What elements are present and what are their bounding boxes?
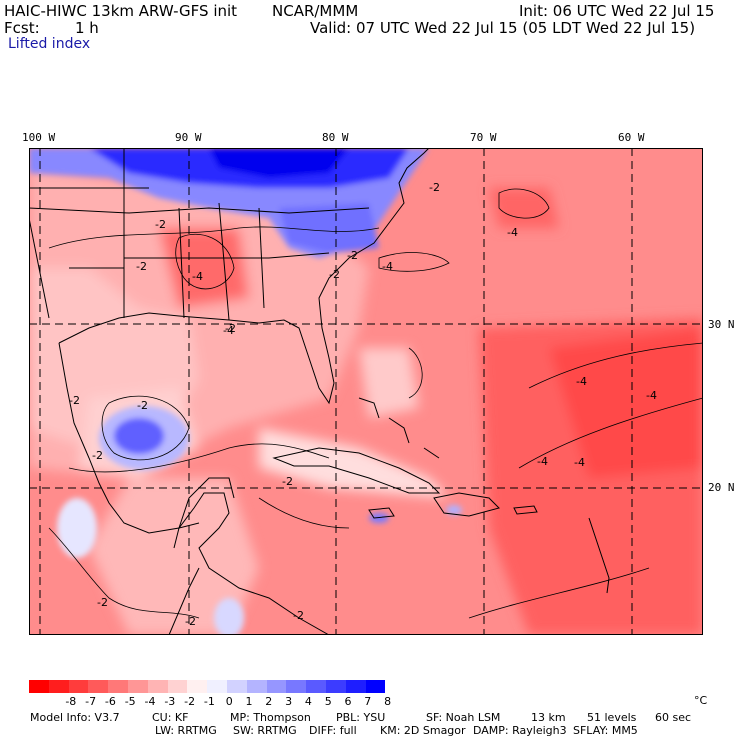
lon-label-70w: 70 W	[470, 131, 497, 144]
contour-label: -4	[574, 456, 585, 469]
colorbar-tick-label: 1	[245, 695, 253, 708]
contour-label: -4	[192, 270, 203, 283]
colorbar-swatch	[246, 680, 267, 693]
colorbar-tick-label: 6	[344, 695, 352, 708]
map-frame	[29, 148, 703, 635]
latlon-grid	[29, 148, 703, 635]
contour-label: -2	[282, 475, 293, 488]
sw-scheme: SW: RRTMG	[233, 724, 297, 737]
colorbar-swatch	[266, 680, 287, 693]
colorbar-tick-label: 7	[364, 695, 372, 708]
contours	[48, 188, 703, 619]
colorbar-swatch	[207, 680, 227, 693]
contour-label: -2	[329, 268, 340, 281]
contour-label: -2	[136, 260, 147, 273]
colorbar-swatch	[108, 680, 128, 693]
pbl-scheme: PBL: YSU	[336, 711, 386, 724]
lon-label-90w: 90 W	[175, 131, 202, 144]
model-info: Model Info: V3.7	[30, 711, 120, 724]
colorbar	[29, 680, 386, 693]
lat-label-30n: 30 N	[708, 318, 735, 331]
lon-label-60w: 60 W	[618, 131, 645, 144]
forecast-hour: 1 h	[75, 19, 99, 37]
colorbar-swatch	[286, 680, 307, 693]
contour-label: -4	[537, 455, 548, 468]
coastlines	[29, 148, 610, 635]
contour-label: -2	[69, 394, 80, 407]
colorbar-swatch	[68, 680, 89, 693]
cu-scheme: CU: KF	[152, 711, 189, 724]
contour-label: -2	[137, 399, 148, 412]
colorbar-tick-label: -5	[124, 695, 136, 708]
colorbar-tick-label: -4	[144, 695, 156, 708]
sflay-scheme: SFLAY: MM5	[573, 724, 638, 737]
contour-labels: -2 -2 -2 -2 -2 -2 -2 -2 -2 -2 -2 -2 -2 -…	[69, 181, 657, 628]
contour-label: -2	[185, 615, 196, 628]
field-name: Lifted index	[8, 36, 91, 52]
mp-scheme: MP: Thompson	[230, 711, 311, 724]
contour-label: -4	[223, 324, 234, 337]
colorbar-tick-label: 4	[304, 695, 312, 708]
init-time: Init: 06 UTC Wed 22 Jul 15	[519, 2, 715, 20]
lat-label-20n: 20 N	[708, 481, 735, 494]
damp-scheme: DAMP: Rayleigh3	[473, 724, 567, 737]
colorbar-tick-label: -6	[104, 695, 116, 708]
model-title: HAIC-HIWC 13km ARW-GFS init	[4, 2, 238, 20]
contour-label: -4	[576, 375, 587, 388]
colorbar-tick-label: 2	[265, 695, 273, 708]
contour-label: -2	[155, 218, 166, 231]
colorbar-swatch	[29, 680, 49, 693]
colorbar-swatch	[306, 680, 326, 693]
colorbar-tick-label: -1	[203, 695, 215, 708]
contour-label: -4	[507, 226, 518, 239]
org-label: NCAR/MMM	[272, 2, 359, 20]
colorbar-tick-label: -7	[85, 695, 97, 708]
contour-label: -2	[347, 249, 358, 262]
colorbar-tick-label: -2	[184, 695, 196, 708]
colorbar-tick-label: 8	[384, 695, 392, 708]
colorbar-tick-label: 3	[285, 695, 293, 708]
colorbar-tick-label: -3	[164, 695, 176, 708]
colorbar-swatch	[345, 680, 366, 693]
diff-scheme: DIFF: full	[309, 724, 357, 737]
colorbar-unit: °C	[694, 694, 708, 707]
forecast-label: Fcst:	[4, 19, 40, 37]
colorbar-tick-label: -8	[65, 695, 77, 708]
contour-label: -2	[97, 596, 108, 609]
contour-label: -4	[382, 260, 393, 273]
sf-scheme: SF: Noah LSM	[426, 711, 501, 724]
lifted-index-map: -2 -2 -2 -2 -2 -2 -2 -2 -2 -2 -2 -2 -2 -…	[29, 148, 703, 635]
colorbar-swatch	[147, 680, 168, 693]
km-scheme: KM: 2D Smagor	[380, 724, 466, 737]
colorbar-swatch	[365, 680, 386, 693]
colorbar-swatch	[325, 680, 346, 693]
lon-label-100w: 100 W	[22, 131, 56, 144]
colorbar-swatch	[187, 680, 208, 693]
levels: 51 levels	[587, 711, 637, 724]
contour-label: -2	[293, 609, 304, 622]
contour-label: -2	[429, 181, 440, 194]
colorbar-swatch	[88, 680, 109, 693]
contour-label: -4	[646, 389, 657, 402]
valid-time: Valid: 07 UTC Wed 22 Jul 15 (05 LDT Wed …	[310, 19, 696, 37]
colorbar-swatch	[48, 680, 69, 693]
shading-layer	[29, 148, 703, 635]
timestep: 60 sec	[655, 711, 692, 724]
resolution: 13 km	[531, 711, 566, 724]
colorbar-swatch	[127, 680, 148, 693]
colorbar-tick-label: 0	[225, 695, 233, 708]
contour-label: -2	[92, 449, 103, 462]
colorbar-swatch	[226, 680, 247, 693]
colorbar-swatch	[167, 680, 188, 693]
lon-label-80w: 80 W	[322, 131, 349, 144]
colorbar-tick-label: 5	[324, 695, 332, 708]
contour-label: -2	[225, 322, 236, 335]
lw-scheme: LW: RRTMG	[155, 724, 217, 737]
